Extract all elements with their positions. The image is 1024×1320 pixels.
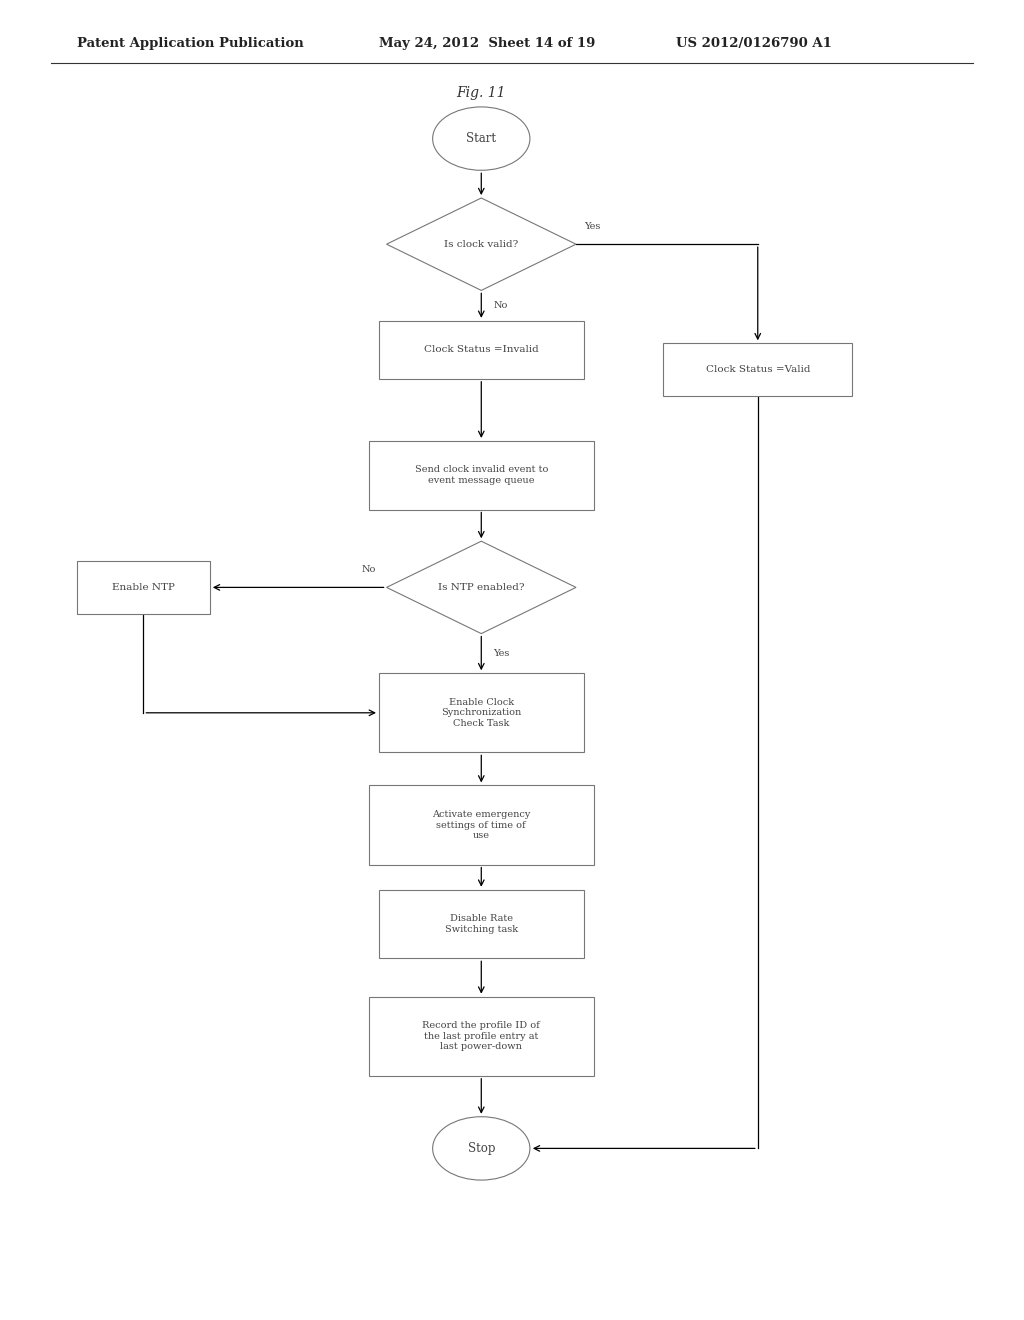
Ellipse shape <box>432 107 530 170</box>
Text: Activate emergency
settings of time of
use: Activate emergency settings of time of u… <box>432 810 530 840</box>
Text: Fig. 11: Fig. 11 <box>457 86 506 100</box>
Text: Record the profile ID of
the last profile entry at
last power-down: Record the profile ID of the last profil… <box>423 1022 540 1051</box>
FancyBboxPatch shape <box>369 441 594 510</box>
FancyBboxPatch shape <box>379 673 584 752</box>
Polygon shape <box>386 541 575 634</box>
Text: Send clock invalid event to
event message queue: Send clock invalid event to event messag… <box>415 466 548 484</box>
Text: Enable NTP: Enable NTP <box>112 583 175 591</box>
Text: Disable Rate
Switching task: Disable Rate Switching task <box>444 915 518 933</box>
FancyBboxPatch shape <box>379 321 584 379</box>
Text: May 24, 2012  Sheet 14 of 19: May 24, 2012 Sheet 14 of 19 <box>379 37 595 50</box>
Text: No: No <box>361 565 376 574</box>
FancyBboxPatch shape <box>369 785 594 865</box>
Text: No: No <box>494 301 508 310</box>
FancyBboxPatch shape <box>77 561 210 614</box>
Text: Is NTP enabled?: Is NTP enabled? <box>438 583 524 591</box>
Text: Patent Application Publication: Patent Application Publication <box>77 37 303 50</box>
Text: Clock Status =Valid: Clock Status =Valid <box>706 366 810 374</box>
Text: Yes: Yes <box>584 222 600 231</box>
Polygon shape <box>386 198 575 290</box>
FancyBboxPatch shape <box>664 343 852 396</box>
FancyBboxPatch shape <box>369 997 594 1076</box>
Text: Clock Status =Invalid: Clock Status =Invalid <box>424 346 539 354</box>
Text: US 2012/0126790 A1: US 2012/0126790 A1 <box>676 37 831 50</box>
Text: Enable Clock
Synchronization
Check Task: Enable Clock Synchronization Check Task <box>441 698 521 727</box>
Text: Is clock valid?: Is clock valid? <box>444 240 518 248</box>
Text: Yes: Yes <box>494 649 510 657</box>
FancyBboxPatch shape <box>379 890 584 958</box>
Text: Start: Start <box>466 132 497 145</box>
Text: Stop: Stop <box>468 1142 495 1155</box>
Ellipse shape <box>432 1117 530 1180</box>
